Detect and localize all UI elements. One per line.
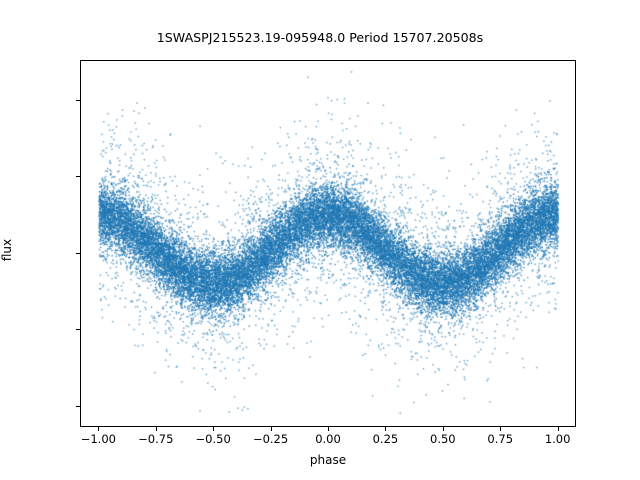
x-tick-mark [155, 427, 157, 431]
x-tick-label: 1.00 [544, 432, 571, 446]
x-tick-label: −1.00 [80, 432, 116, 446]
x-axis-label: phase [309, 453, 347, 467]
x-tick-mark [270, 427, 272, 431]
y-tick-mark [76, 405, 80, 407]
x-tick-mark [98, 427, 100, 431]
x-tick-label: 0.75 [487, 432, 514, 446]
x-tick-label: −0.50 [195, 432, 231, 446]
x-tick-mark [328, 427, 329, 431]
scatter-points-layer [80, 60, 576, 427]
y-tick-mark [76, 176, 80, 178]
x-tick-mark [500, 427, 502, 431]
x-tick-mark [557, 427, 559, 431]
x-tick-mark [213, 427, 215, 431]
x-tick-label: 0.50 [430, 432, 456, 446]
y-axis-label: flux [0, 238, 15, 262]
y-tick-mark [76, 252, 80, 254]
x-tick-label: −0.25 [252, 432, 289, 446]
y-tick-mark [76, 99, 80, 101]
x-tick-mark [442, 427, 444, 431]
x-tick-mark [385, 427, 387, 431]
x-tick-label: −0.75 [138, 432, 174, 446]
x-tick-label: 0.25 [372, 432, 399, 446]
plot-title: 1SWASPJ215523.19-095948.0 Period 15707.2… [156, 30, 484, 45]
y-tick-mark [76, 329, 80, 331]
plot-axes-area [80, 60, 576, 427]
x-tick-label: 0.00 [315, 432, 341, 446]
